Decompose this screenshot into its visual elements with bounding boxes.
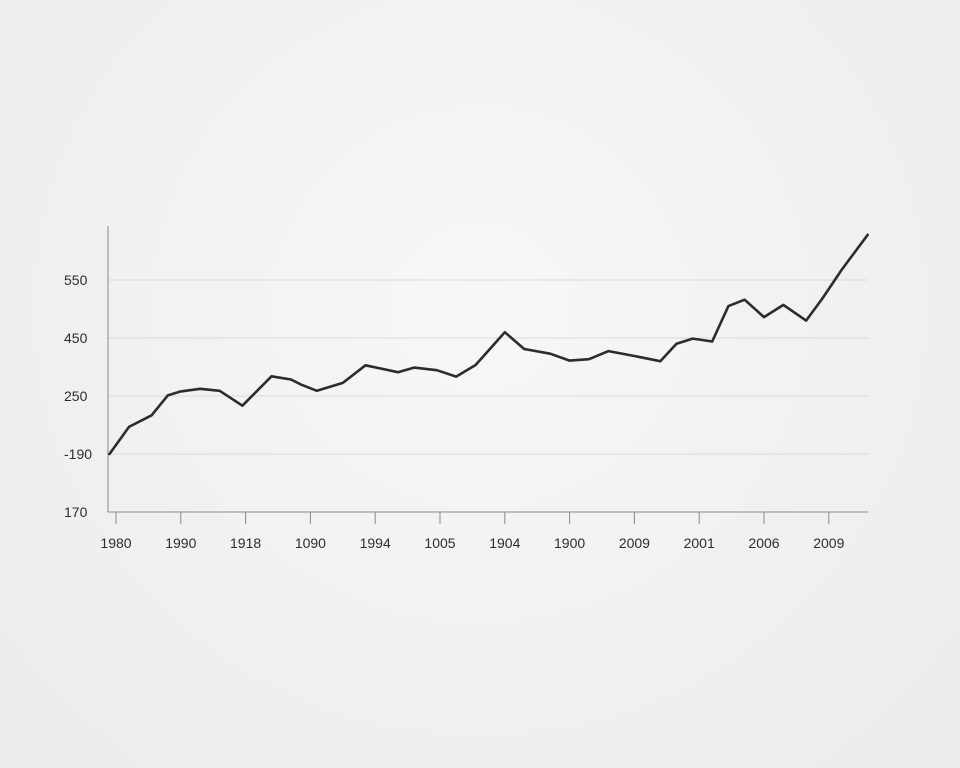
x-tick-label: 1900 [554, 535, 585, 551]
y-tick-label: 550 [64, 272, 88, 288]
y-tick-label: 450 [64, 330, 88, 346]
x-tick-label: 1990 [165, 535, 196, 551]
series-line [108, 233, 869, 456]
x-tick-label: 2009 [619, 535, 650, 551]
y-tick-labels: 170 -190 250 450 550 [64, 272, 92, 520]
x-tick-label: 1918 [230, 535, 261, 551]
x-tick-label: 1005 [424, 535, 455, 551]
series [108, 233, 869, 456]
x-tick-label: 1980 [100, 535, 131, 551]
x-tick-label: 2006 [748, 535, 779, 551]
x-tick-label: 2009 [813, 535, 844, 551]
x-tick-labels: 1980 1990 1918 1090 1994 1005 1904 1900 2009 2001… [100, 512, 845, 551]
grid [108, 279, 868, 455]
x-tick-label: 1904 [489, 535, 520, 551]
y-tick-label: -190 [64, 446, 92, 462]
axes [107, 226, 868, 513]
x-tick-label: 2001 [684, 535, 715, 551]
y-tick-label: 170 [64, 504, 88, 520]
x-tick-label: 1994 [360, 535, 391, 551]
y-tick-label: 250 [64, 388, 88, 404]
x-tick-label: 1090 [295, 535, 326, 551]
